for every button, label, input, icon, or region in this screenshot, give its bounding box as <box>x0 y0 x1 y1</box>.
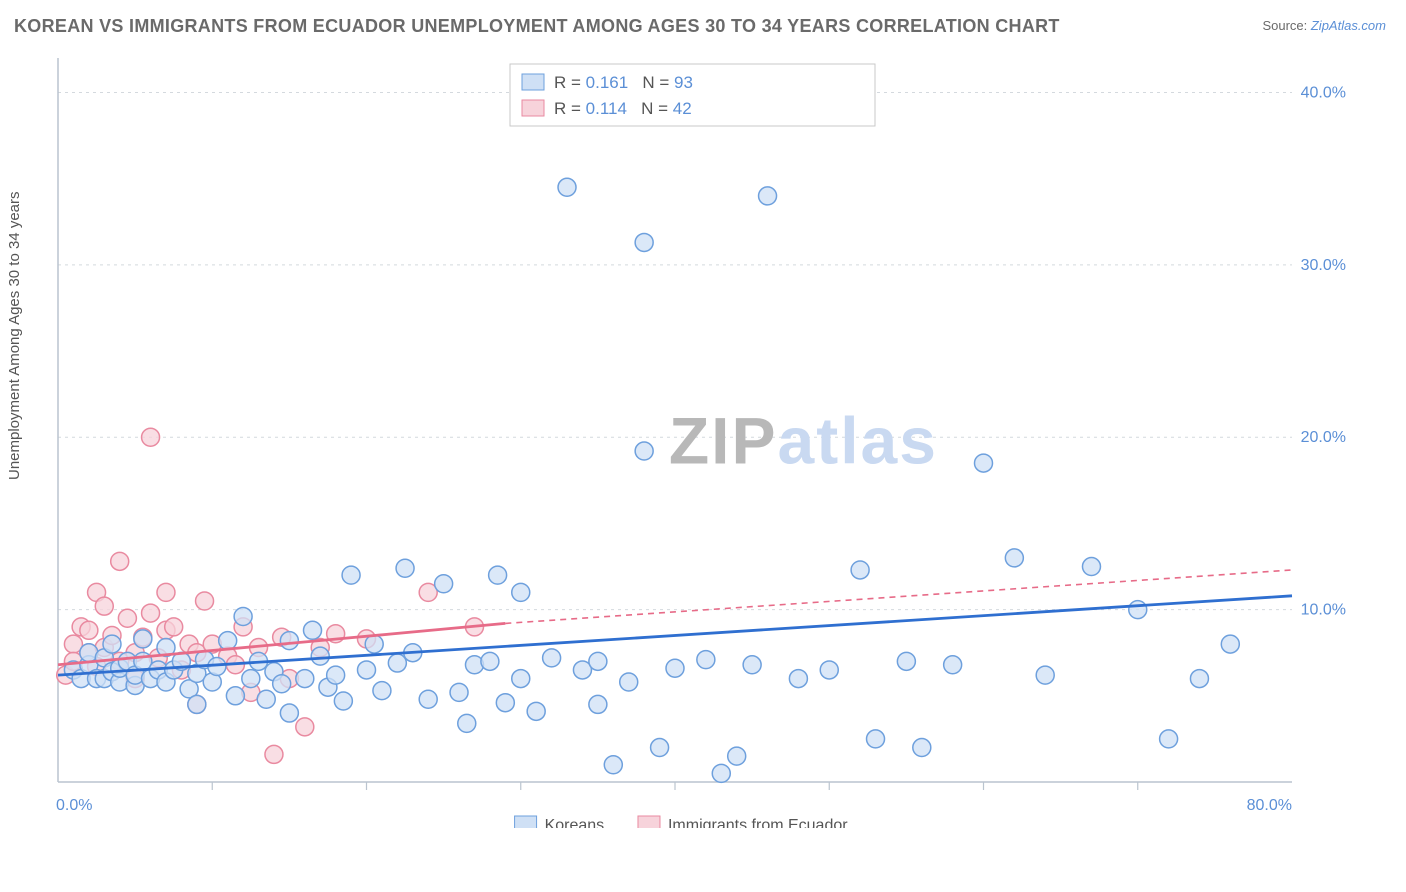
svg-text:Immigrants from Ecuador: Immigrants from Ecuador <box>668 817 848 828</box>
chart-svg: 0.0% 80.0% 10.0% 20.0% 30.0% 40.0% ZIPatlas R =… <box>50 58 1352 828</box>
svg-text:R = 0.114 N = 42: R = 0.114 N = 42 <box>554 99 692 118</box>
svg-text:R = 0.161 N = 93: R = 0.161 N = 93 <box>554 73 693 92</box>
chart-plot: 0.0% 80.0% 10.0% 20.0% 30.0% 40.0% ZIPatlas R =… <box>50 58 1352 828</box>
svg-text:Koreans: Koreans <box>545 817 605 828</box>
chart-title: KOREAN VS IMMIGRANTS FROM ECUADOR UNEMPL… <box>14 16 1060 37</box>
svg-text:10.0%: 10.0% <box>1301 602 1346 619</box>
svg-text:0.0%: 0.0% <box>56 797 92 814</box>
source-attribution: Source: ZipAtlas.com <box>1262 18 1386 33</box>
source-label: Source: <box>1262 18 1310 33</box>
svg-text:20.0%: 20.0% <box>1301 429 1346 446</box>
svg-text:80.0%: 80.0% <box>1247 797 1292 814</box>
svg-text:30.0%: 30.0% <box>1301 257 1346 274</box>
svg-text:ZIPatlas: ZIPatlas <box>669 403 938 477</box>
y-axis-label: Unemployment Among Ages 30 to 34 years <box>6 191 23 480</box>
source-value: ZipAtlas.com <box>1311 18 1386 33</box>
svg-text:40.0%: 40.0% <box>1301 84 1346 101</box>
